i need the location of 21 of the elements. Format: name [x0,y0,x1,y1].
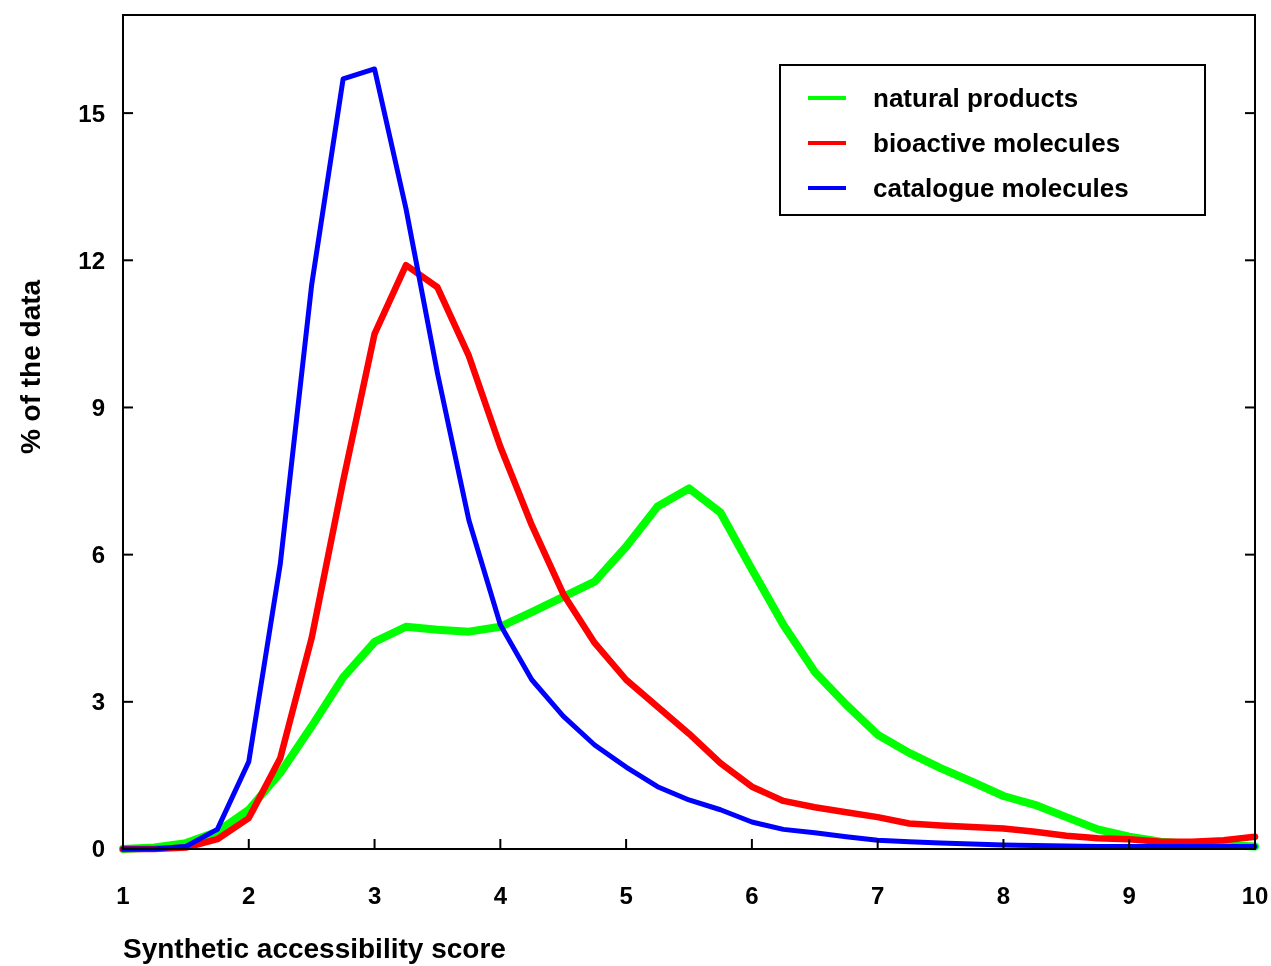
x-tick-label: 3 [367,882,382,909]
x-tick-label: 6 [745,882,759,909]
x-tick-label: 8 [996,882,1011,909]
y-tick-label: 15 [78,99,105,127]
x-tick-label: 10 [1241,882,1269,909]
y-tick-label: 3 [91,688,105,716]
x-tick-label: 2 [242,882,256,909]
legend-label: bioactive molecules [873,128,1121,159]
x-tick-label: 5 [619,882,633,909]
x-tick-label: 4 [493,882,508,909]
y-axis-title: % of the data [15,279,46,455]
y-tick-label: 0 [91,835,105,863]
y-tick-label: 12 [78,246,105,274]
legend-label: natural products [873,83,1079,114]
x-tick-label: 1 [116,882,130,909]
y-tick-label: 6 [91,541,105,569]
y-tick-label: 9 [91,393,105,421]
x-tick-label: 9 [1122,882,1136,909]
x-tick-label: 7 [870,882,885,909]
legend-label: catalogue molecules [873,173,1129,204]
x-axis-title: Synthetic accessibility score [123,933,506,964]
